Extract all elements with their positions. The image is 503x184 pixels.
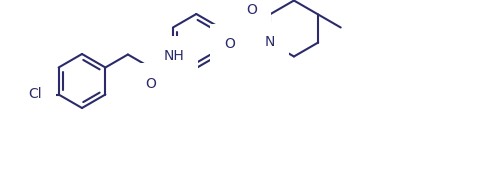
Text: N: N (265, 36, 275, 49)
Text: NH: NH (163, 49, 184, 63)
Text: S: S (236, 20, 247, 35)
Text: O: O (246, 3, 257, 17)
Text: O: O (224, 38, 235, 52)
Text: Cl: Cl (28, 88, 42, 102)
Text: O: O (145, 77, 156, 91)
Text: N: N (265, 36, 275, 49)
